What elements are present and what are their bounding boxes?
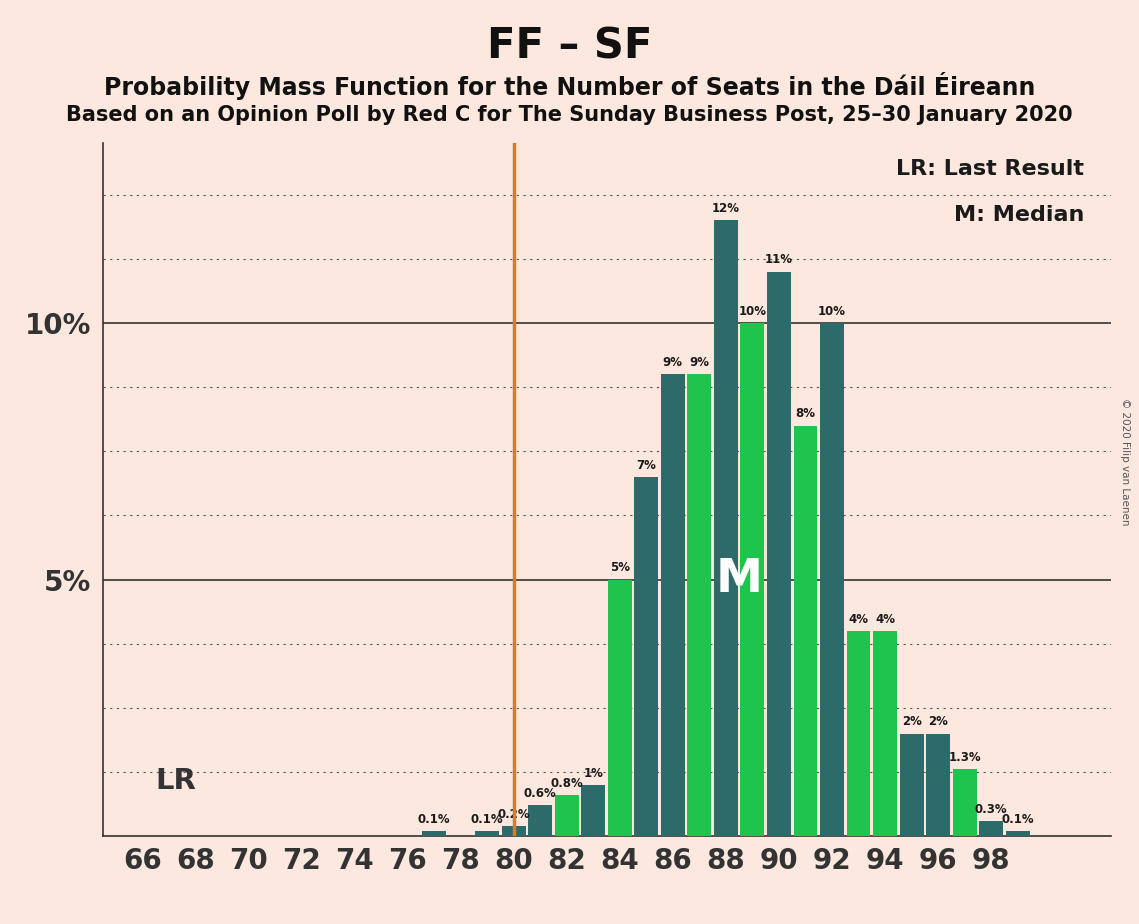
Text: 1.3%: 1.3% <box>949 751 981 764</box>
Bar <box>634 477 658 836</box>
Text: 4%: 4% <box>875 613 895 626</box>
Text: LR: LR <box>156 767 196 796</box>
Text: 7%: 7% <box>637 458 656 472</box>
Text: 11%: 11% <box>765 253 793 266</box>
Text: 0.1%: 0.1% <box>470 813 503 826</box>
Bar <box>846 631 870 836</box>
Bar <box>980 821 1003 836</box>
Text: 10%: 10% <box>738 305 767 318</box>
Bar <box>1006 831 1030 836</box>
Bar <box>661 374 685 836</box>
Bar <box>475 831 499 836</box>
Text: LR: Last Result: LR: Last Result <box>896 159 1084 178</box>
Text: 1%: 1% <box>583 767 604 780</box>
Text: © 2020 Filip van Laenen: © 2020 Filip van Laenen <box>1121 398 1130 526</box>
Bar <box>874 631 898 836</box>
Bar <box>952 770 976 836</box>
Text: 0.1%: 0.1% <box>1001 813 1034 826</box>
Text: 5%: 5% <box>609 562 630 575</box>
Bar <box>714 220 738 836</box>
Bar <box>423 831 446 836</box>
Text: 0.1%: 0.1% <box>418 813 450 826</box>
Text: 8%: 8% <box>795 407 816 420</box>
Bar <box>820 322 844 836</box>
Text: 0.8%: 0.8% <box>550 777 583 790</box>
Bar <box>767 272 790 836</box>
Bar <box>926 734 950 836</box>
Bar <box>900 734 924 836</box>
Text: M: M <box>715 557 763 602</box>
Text: 0.3%: 0.3% <box>975 803 1008 816</box>
Bar <box>794 426 818 836</box>
Text: 0.2%: 0.2% <box>498 808 530 821</box>
Text: FF – SF: FF – SF <box>486 26 653 67</box>
Text: 2%: 2% <box>902 715 921 728</box>
Text: 9%: 9% <box>689 356 710 369</box>
Bar <box>502 826 525 836</box>
Text: Probability Mass Function for the Number of Seats in the Dáil Éireann: Probability Mass Function for the Number… <box>104 72 1035 100</box>
Bar <box>528 806 552 836</box>
Text: M: Median: M: Median <box>953 205 1084 225</box>
Text: 0.6%: 0.6% <box>524 787 557 800</box>
Text: 2%: 2% <box>928 715 948 728</box>
Bar <box>555 796 579 836</box>
Text: 10%: 10% <box>818 305 846 318</box>
Text: Based on an Opinion Poll by Red C for The Sunday Business Post, 25–30 January 20: Based on an Opinion Poll by Red C for Th… <box>66 105 1073 126</box>
Bar <box>608 579 632 836</box>
Text: 9%: 9% <box>663 356 683 369</box>
Text: 12%: 12% <box>712 202 740 215</box>
Bar <box>688 374 711 836</box>
Bar <box>581 784 605 836</box>
Text: 4%: 4% <box>849 613 869 626</box>
Bar <box>740 322 764 836</box>
